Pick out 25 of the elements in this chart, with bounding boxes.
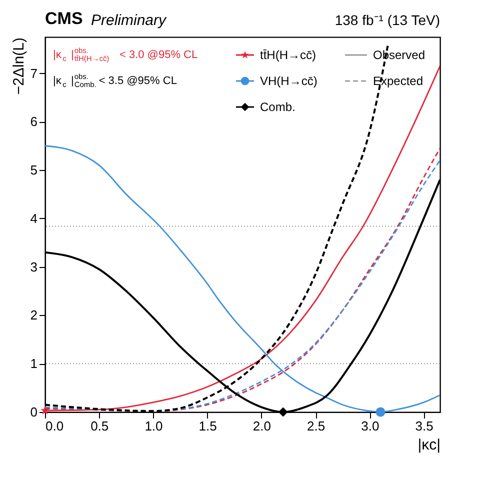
x-tick-label: 2.0	[252, 418, 271, 434]
x-tick-label: 0.0	[46, 418, 64, 434]
x-tick-label: 1.5	[198, 418, 217, 434]
x-axis-title: |κc|	[418, 436, 440, 454]
y-tick-label: 2	[30, 308, 38, 323]
annotation: Expected	[373, 74, 424, 88]
y-tick-label: 3	[30, 259, 38, 274]
y-tick-label: 6	[30, 114, 38, 130]
y-tick-label: 1	[30, 356, 38, 372]
legend-label: tt̄H(H→cc̄)	[260, 48, 316, 62]
text: 138 fb⁻¹ (13 TeV)	[334, 12, 440, 28]
y-axis-title: −2Δln(L)	[10, 38, 28, 95]
x-tick-label: 3.0	[361, 418, 380, 434]
y-tick-label: 0	[30, 404, 38, 420]
x-tick-label: 1.0	[144, 418, 163, 434]
x-tick-label: 2.5	[307, 418, 326, 434]
annotation: Observed	[373, 48, 426, 62]
y-tick-label: 5	[30, 162, 38, 178]
legend-label: Comb.	[260, 100, 296, 114]
legend-label: VH(H→cc̄)	[260, 74, 318, 88]
y-tick-label: 7	[30, 66, 38, 81]
y-tick-label: 4	[30, 210, 38, 226]
x-tick-label: 0.5	[90, 418, 109, 434]
x-tick-label: 3.5	[415, 418, 434, 434]
chart-title: CMS Preliminary	[45, 9, 168, 29]
